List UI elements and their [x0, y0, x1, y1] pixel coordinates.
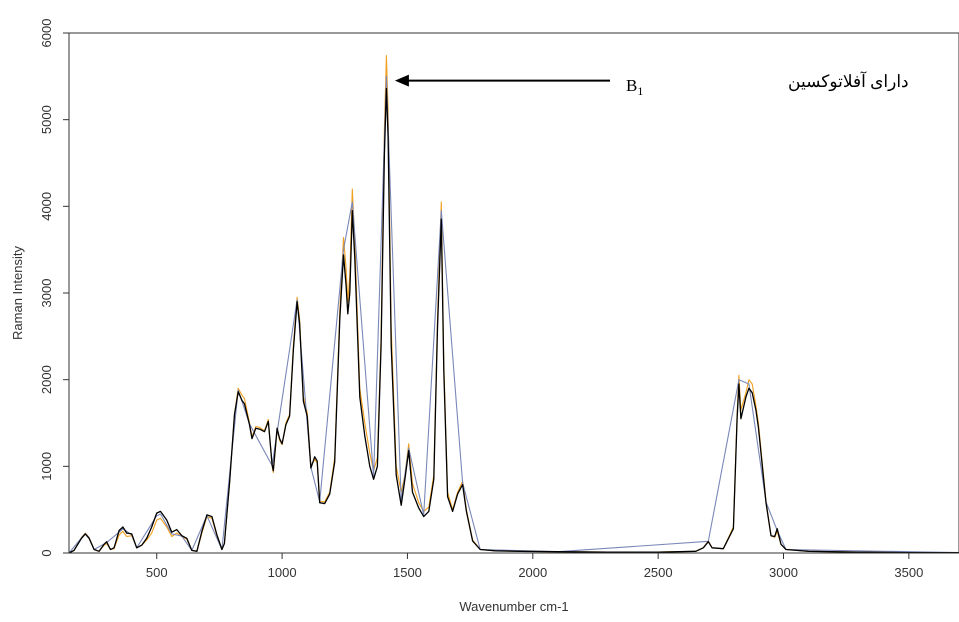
y-tick-label-0: 0	[39, 549, 54, 556]
annotation-text: دارای آفلاتوکسین	[788, 70, 909, 92]
y-tick-label-4000: 4000	[39, 192, 54, 221]
x-axis-label: Wavenumber cm-1	[459, 599, 568, 614]
y-tick-label-3000: 3000	[39, 279, 54, 308]
x-tick-label-1000: 1000	[268, 565, 297, 580]
annotation-arrow-head	[394, 74, 409, 87]
y-tick-label-5000: 5000	[39, 105, 54, 134]
y-tick-label-6000: 6000	[39, 19, 54, 48]
series-line-3	[68, 75, 959, 554]
series-layer	[68, 54, 959, 554]
x-tick-label-2500: 2500	[644, 565, 673, 580]
annotation-label: B1	[626, 76, 643, 98]
y-tick-label-2000: 2000	[39, 365, 54, 394]
series-line-2	[68, 87, 959, 554]
x-tick-label-1500: 1500	[393, 565, 422, 580]
annotation-label-main: B	[626, 76, 637, 95]
annotation-label-subscript: 1	[637, 84, 643, 98]
x-tick-label-500: 500	[146, 565, 168, 580]
y-axis: 0 1000 2000 3000 4000 5000 6000	[39, 19, 69, 557]
annotation: B1 دارای آفلاتوکسین	[394, 70, 909, 98]
x-tick-label-2000: 2000	[518, 565, 547, 580]
x-tick-label-3000: 3000	[769, 565, 798, 580]
y-axis-label: Raman Intensity	[10, 246, 25, 340]
x-axis: 500 1000 1500 2000 2500 3000 3500	[146, 553, 923, 580]
x-tick-label-3500: 3500	[894, 565, 923, 580]
y-tick-label-1000: 1000	[39, 452, 54, 481]
